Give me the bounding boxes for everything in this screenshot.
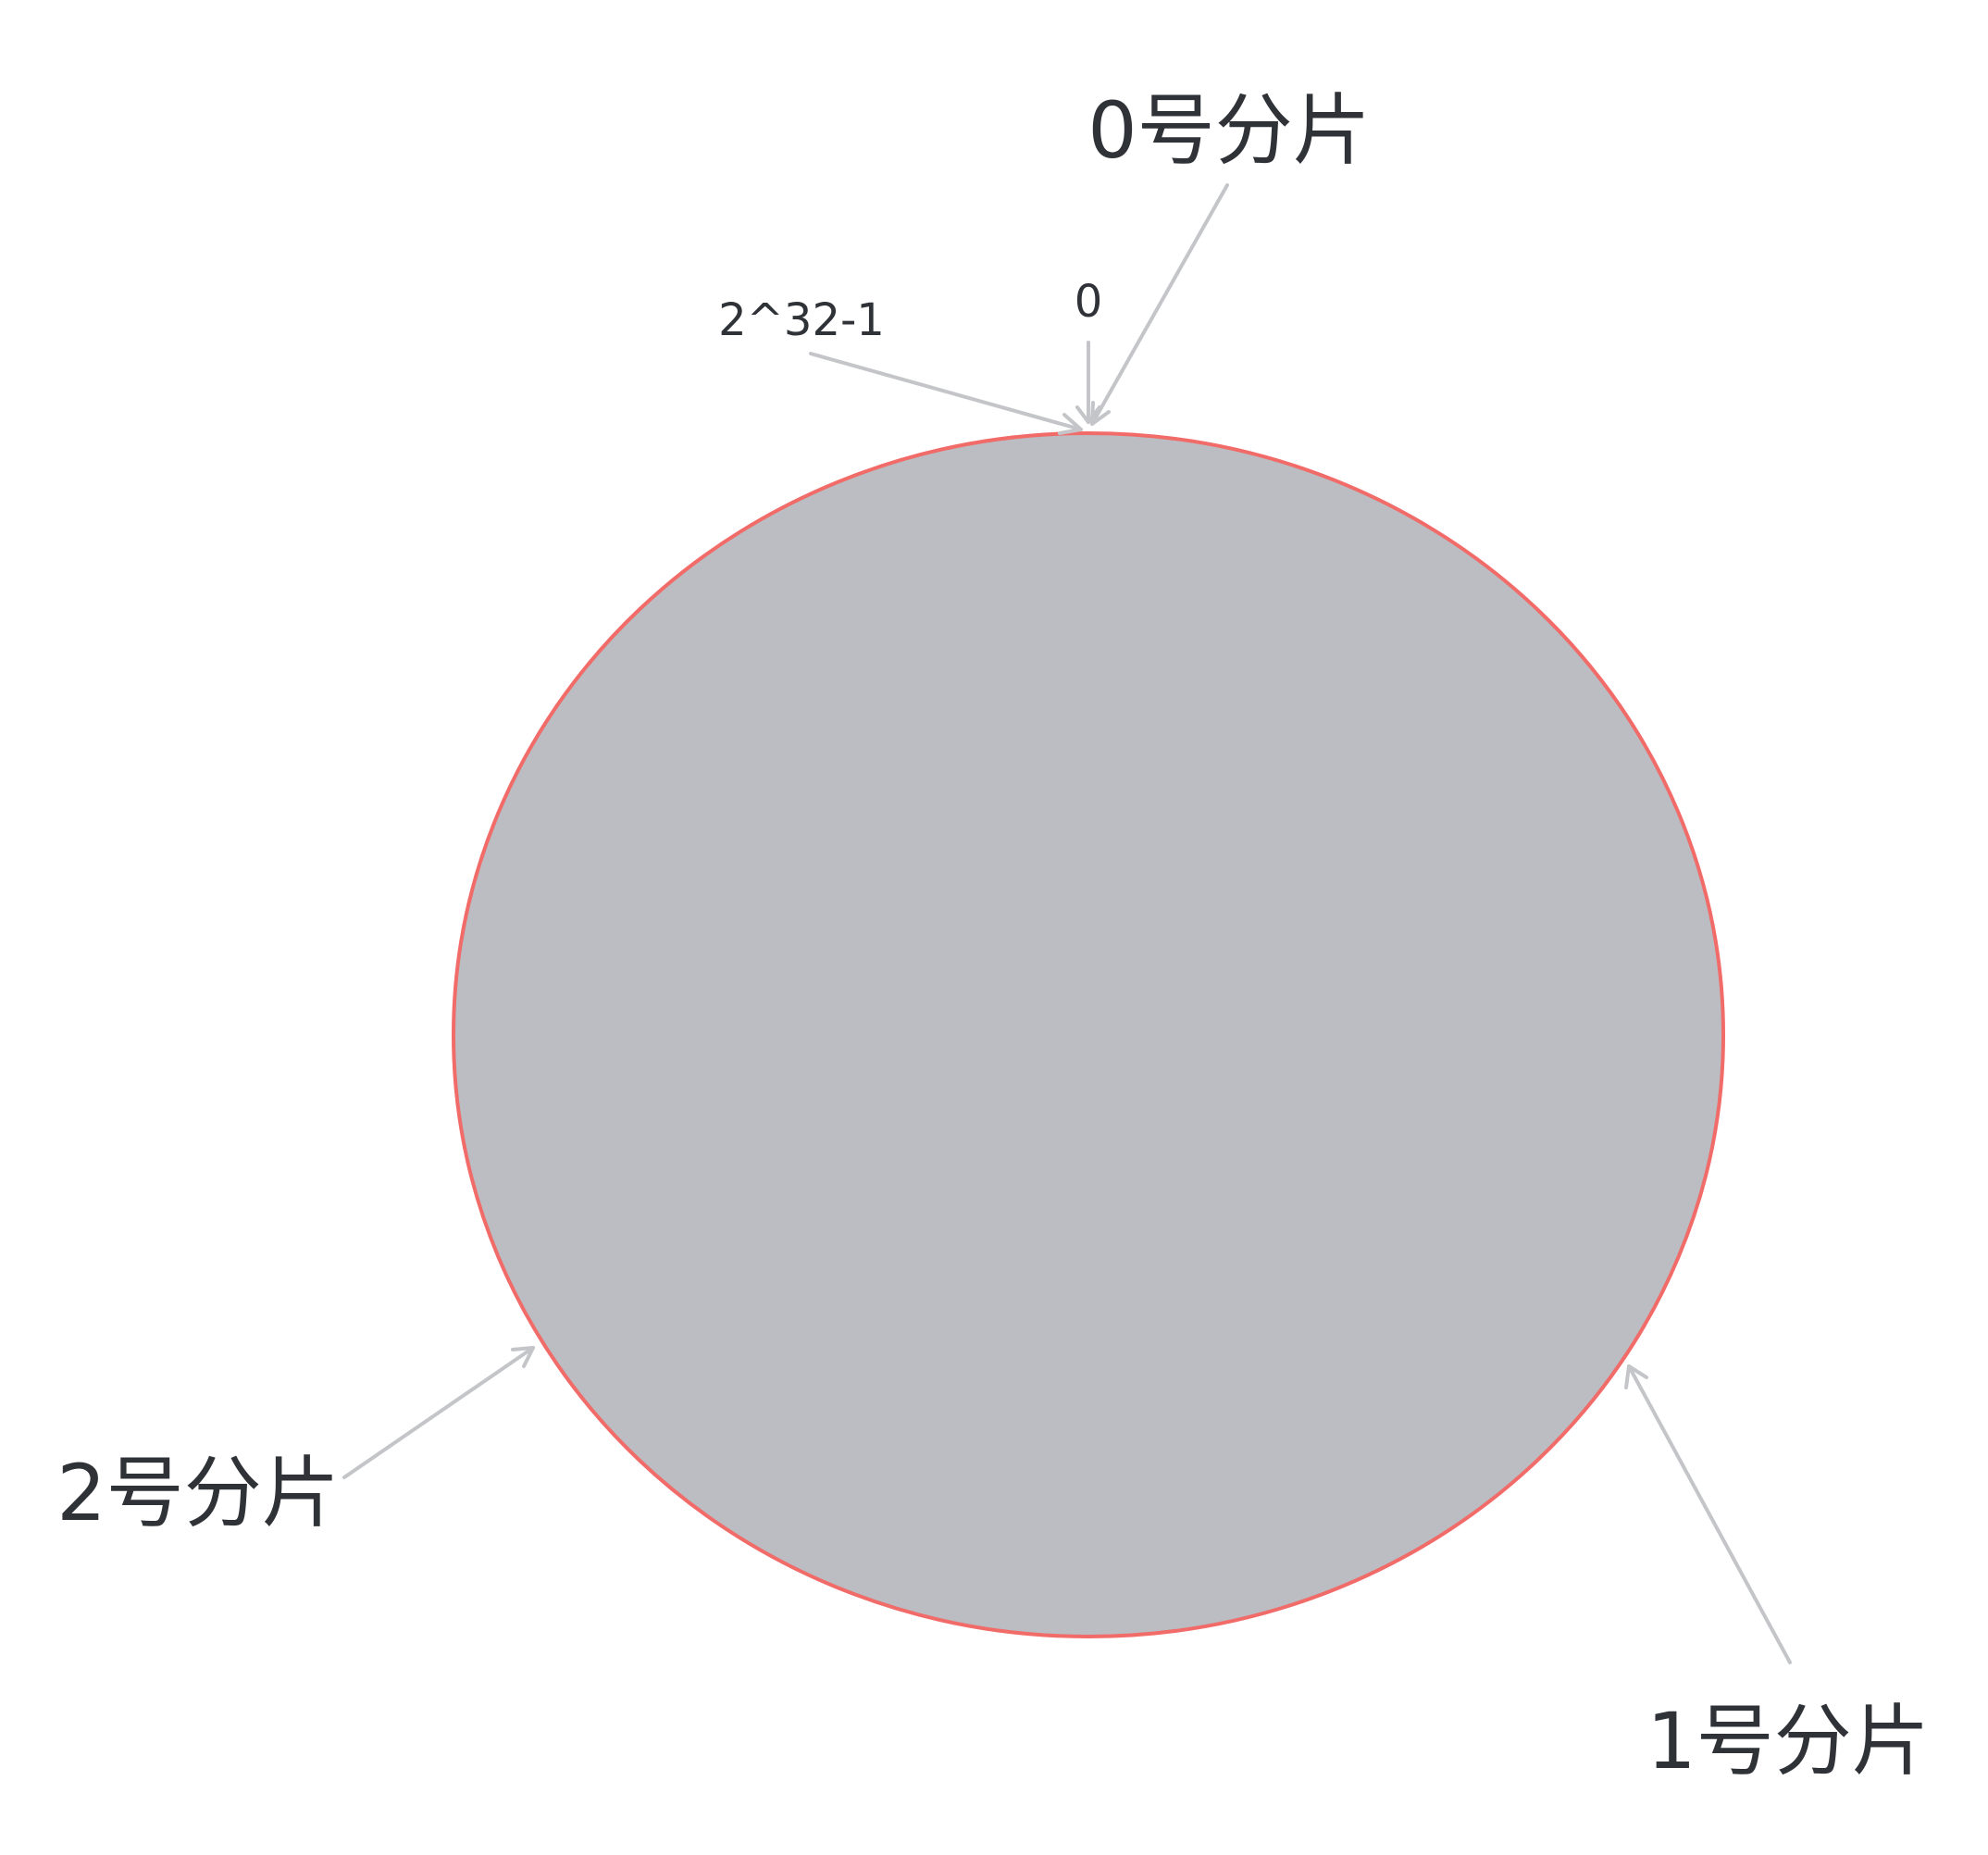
shard-2-pointer (342, 1346, 535, 1479)
shard-1-label: 1号分片 (1646, 1696, 1929, 1787)
zero-marker-pointer (1075, 341, 1101, 424)
shard-0-pointer (1090, 183, 1229, 426)
hash-ring (452, 431, 1725, 1638)
shard-2-label: 2号分片 (56, 1448, 339, 1538)
max-marker-label: 2^32-1 (718, 294, 885, 346)
shard-0-label: 0号分片 (1087, 85, 1370, 176)
zero-marker-label: 0 (1075, 276, 1103, 328)
shard-1-pointer (1624, 1364, 1792, 1664)
max-marker-pointer (809, 352, 1083, 435)
